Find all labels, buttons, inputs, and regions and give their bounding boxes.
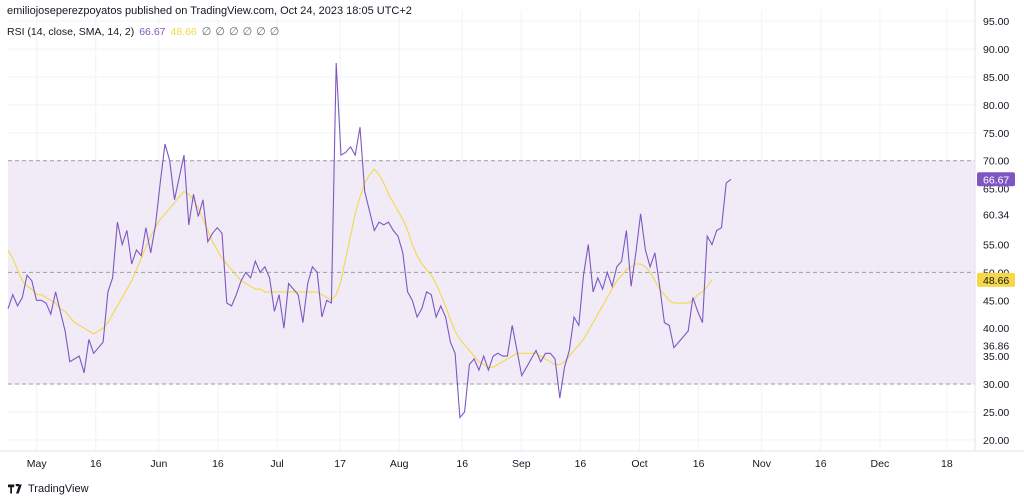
- time-axis-tick-label: 16: [456, 458, 468, 470]
- price-axis-tick-label: 70.00: [983, 156, 1009, 168]
- price-axis-tick-label: 45.00: [983, 295, 1009, 307]
- price-axis-tick-label: 90.00: [983, 44, 1009, 56]
- price-axis-tick-label: 25.00: [983, 407, 1009, 419]
- time-axis-tick-label: Oct: [631, 458, 647, 470]
- time-axis-tick-label: Jun: [150, 458, 167, 470]
- last-value-badges: 66.67 48.66: [977, 172, 1015, 287]
- time-axis-tick-label: 16: [575, 458, 587, 470]
- price-axis-tick-label: 75.00: [983, 128, 1009, 140]
- time-axis-tick-label: Dec: [871, 458, 890, 470]
- price-axis-tick-label: 65.00: [983, 184, 1009, 196]
- tradingview-logo-icon: [8, 484, 22, 494]
- indicator-legend[interactable]: RSI (14, close, SMA, 14, 2) 66.67 48.66 …: [7, 25, 284, 39]
- empty-value-glyph: ∅: [269, 26, 280, 38]
- price-axis-tick-label: 40.00: [983, 323, 1009, 335]
- time-axis-tick-label: 16: [693, 458, 705, 470]
- rsi-last-value-badge: [977, 172, 1015, 187]
- empty-value-glyph: ∅: [201, 26, 212, 38]
- time-axis-tick-label: 16: [90, 458, 102, 470]
- price-axis-tick-label: 95.00: [983, 16, 1009, 28]
- price-axis-tick-label: 35.00: [983, 351, 1009, 363]
- rsi-legend-value: 66.67: [139, 25, 166, 38]
- price-axis-tick-label: 55.00: [983, 239, 1009, 251]
- time-axis[interactable]: May 16 Jun 16 Jul 17 Aug 16 Sep 16 Oct 16 Nov 16 Dec 18: [27, 458, 953, 470]
- rsi-series-line: [7, 62, 732, 419]
- time-axis-tick-label: 17: [334, 458, 346, 470]
- rsi-last-value-badge-label: 66.67: [983, 174, 1009, 186]
- sma-series-line: [7, 168, 713, 368]
- time-axis-tick-label: Sep: [512, 458, 531, 470]
- legend-empty-values: ∅ ∅ ∅ ∅ ∅ ∅: [202, 25, 284, 38]
- price-axis[interactable]: 95.00 90.00 85.00 80.00 75.00 70.00 65.00 60.34…: [983, 16, 1009, 447]
- indicator-title[interactable]: RSI (14, close, SMA, 14, 2): [7, 25, 135, 38]
- sma-legend-value: 48.66: [170, 25, 197, 38]
- sma-last-value-badge-label: 48.66: [983, 275, 1009, 287]
- empty-value-glyph: ∅: [215, 26, 225, 38]
- price-axis-tick-label: 85.00: [983, 72, 1009, 84]
- price-axis-tick-label: 30.00: [983, 379, 1009, 391]
- tradingview-branding: TradingView: [8, 483, 89, 495]
- time-axis-tick-label: 18: [941, 458, 953, 470]
- time-axis-tick-label: Nov: [752, 458, 771, 470]
- time-axis-tick-label: May: [27, 458, 48, 470]
- empty-value-glyph: ∅: [228, 26, 239, 38]
- time-axis-tick-label: 16: [815, 458, 827, 470]
- tradingview-brand-label: TradingView: [28, 483, 89, 495]
- time-axis-tick-label: 16: [212, 458, 224, 470]
- publisher-line: emiliojoseperezpoyatos published on Trad…: [7, 5, 412, 17]
- price-axis-tick-label: 20.00: [983, 435, 1009, 447]
- price-axis-tick-label: 36.86: [983, 341, 1009, 353]
- empty-value-glyph: ∅: [242, 26, 253, 38]
- empty-value-glyph: ∅: [256, 26, 266, 38]
- price-axis-tick-label: 60.34: [983, 210, 1009, 222]
- time-axis-tick-label: Aug: [390, 458, 409, 470]
- time-axis-tick-label: Jul: [270, 458, 283, 470]
- sma-last-value-badge: [977, 272, 1015, 287]
- price-axis-tick-label: 80.00: [983, 100, 1009, 112]
